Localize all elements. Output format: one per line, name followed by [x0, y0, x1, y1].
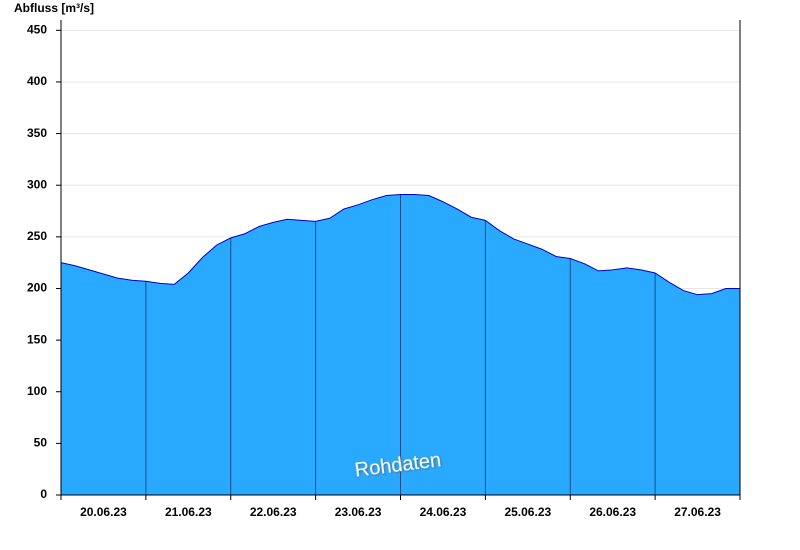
- y-tick-label: 400: [27, 74, 47, 88]
- x-tick-label: 20.06.23: [80, 505, 127, 519]
- line: [60, 194, 740, 296]
- y-tick-label: 50: [34, 436, 48, 450]
- x-tick-label: 22.06.23: [250, 505, 297, 519]
- y-tick-label: 350: [27, 126, 47, 140]
- y-axis-title: Abfluss [m³/s]: [14, 1, 94, 15]
- x-tick-label: 21.06.23: [165, 505, 212, 519]
- y-tick-label: 200: [27, 281, 47, 295]
- y-tick-label: 300: [27, 177, 47, 191]
- x-tick-label: 24.06.23: [420, 505, 467, 519]
- x-tick-label: 27.06.23: [674, 505, 721, 519]
- y-tick-label: 150: [27, 332, 47, 346]
- y-tick-label: 0: [40, 487, 47, 501]
- y-tick-label: 100: [27, 384, 47, 398]
- y-tick-label: 250: [27, 229, 47, 243]
- y-tick-label: 450: [27, 22, 47, 36]
- x-tick-label: 26.06.23: [589, 505, 636, 519]
- x-tick-label: 25.06.23: [504, 505, 551, 519]
- x-tick-label: 23.06.23: [335, 505, 382, 519]
